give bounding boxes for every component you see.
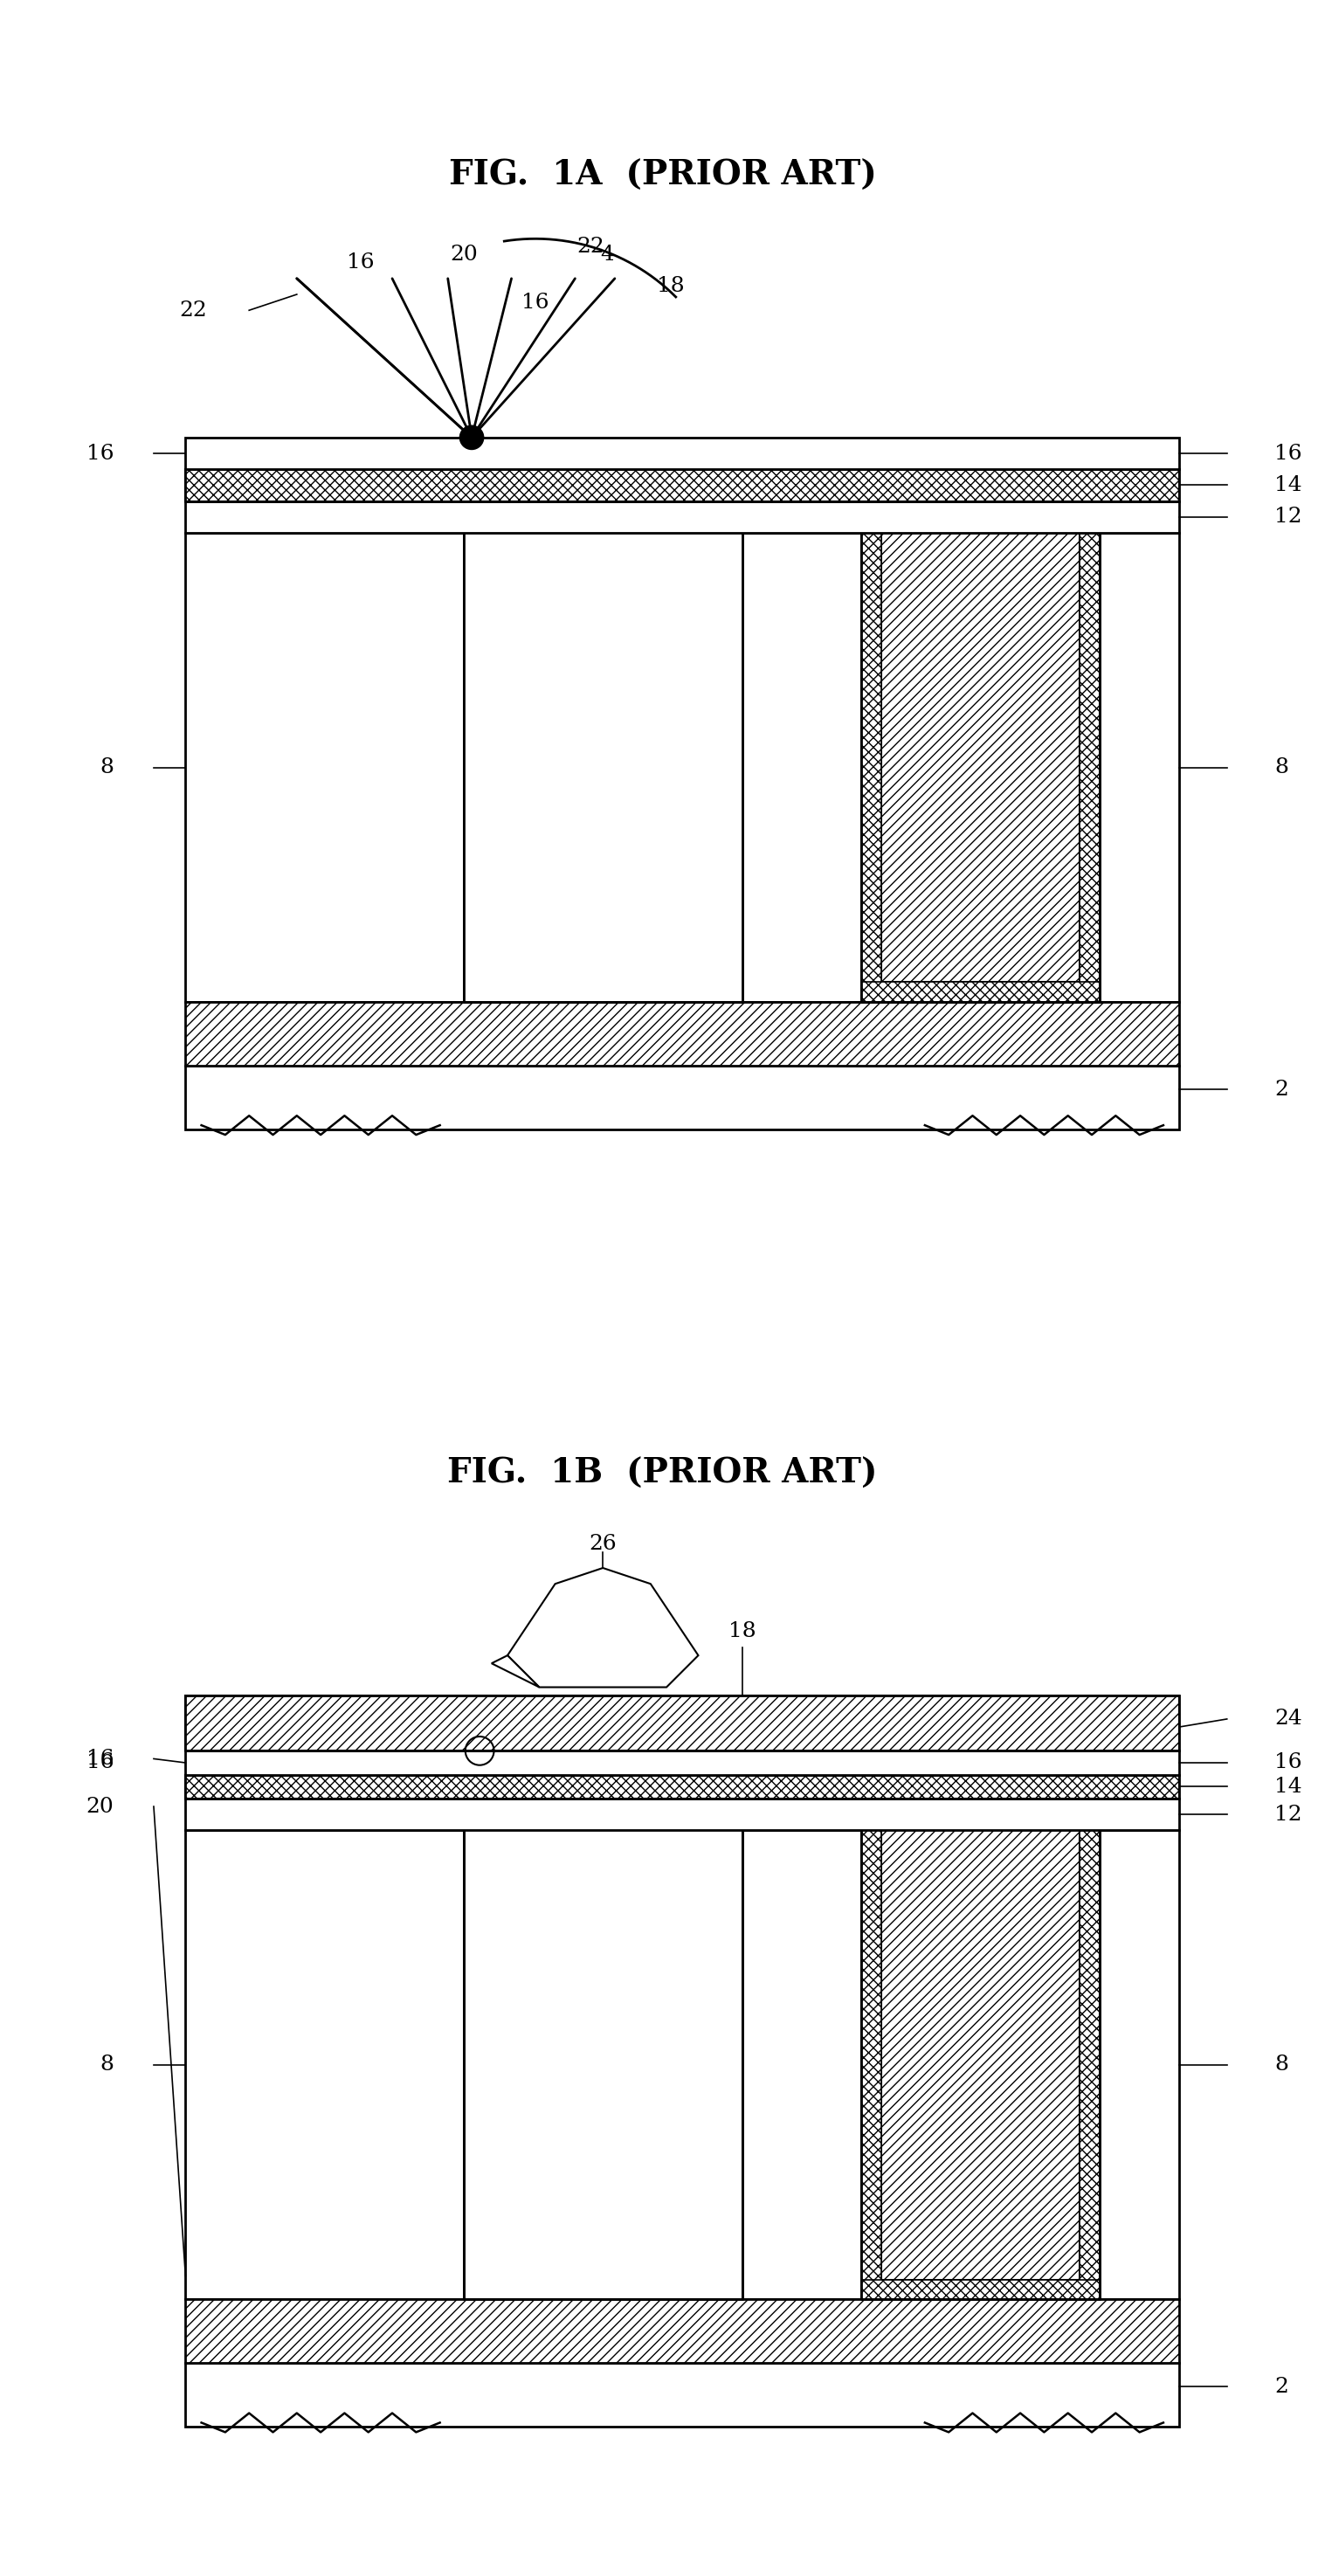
Text: 22: 22 (578, 237, 604, 258)
Text: 18: 18 (729, 1620, 755, 1641)
Bar (186, 1775, 1179, 1798)
Bar (186, 1798, 1179, 1832)
Text: 2: 2 (1275, 1079, 1288, 1100)
Bar (1100, 1832, 1179, 2300)
Text: 20: 20 (451, 245, 477, 265)
Text: 16: 16 (86, 443, 114, 464)
Text: 8: 8 (101, 757, 114, 778)
Text: FIG.  1A  (PRIOR ART): FIG. 1A (PRIOR ART) (449, 160, 876, 193)
Bar (186, 2300, 1179, 2362)
Text: 8: 8 (101, 2056, 114, 2074)
Bar (742, 1832, 861, 2300)
Bar (186, 469, 1179, 502)
Text: 2: 2 (1275, 2378, 1288, 2396)
Text: 8: 8 (1275, 757, 1288, 778)
Text: 12: 12 (1275, 1803, 1302, 1824)
Bar (861, 533, 881, 1002)
Polygon shape (507, 1569, 698, 1687)
Bar (186, 533, 464, 1002)
Text: 16: 16 (86, 1749, 114, 1770)
Text: FIG.  1B  (PRIOR ART): FIG. 1B (PRIOR ART) (448, 1455, 877, 1489)
Text: 22: 22 (180, 301, 207, 319)
Bar (186, 1695, 1179, 1752)
Bar (186, 502, 1179, 533)
Bar (861, 2280, 1100, 2300)
Bar (861, 981, 1100, 1002)
Bar (186, 1752, 1179, 1775)
Text: 14: 14 (1275, 1777, 1302, 1795)
Bar (186, 438, 1179, 469)
Bar (186, 1066, 1179, 1128)
Bar (1100, 533, 1179, 1002)
Text: 24: 24 (1275, 1708, 1302, 1728)
Text: 16: 16 (347, 252, 374, 273)
Text: 20: 20 (86, 1795, 114, 1816)
Bar (186, 1002, 1179, 1066)
Text: 16: 16 (1275, 443, 1302, 464)
Bar (186, 1775, 1179, 1798)
Bar (186, 1832, 464, 2300)
Text: 26: 26 (590, 1535, 616, 1553)
Bar (1080, 1832, 1100, 2300)
Text: 18: 18 (657, 276, 684, 296)
Polygon shape (492, 1656, 539, 1687)
Bar (881, 533, 1080, 981)
Bar (464, 533, 742, 1002)
Bar (742, 533, 861, 1002)
Text: 16: 16 (522, 291, 549, 312)
Circle shape (460, 425, 484, 448)
Bar (1080, 533, 1100, 1002)
Text: 8: 8 (1275, 2056, 1288, 2074)
Bar (186, 2362, 1179, 2427)
Text: 14: 14 (1275, 474, 1302, 495)
Text: 16: 16 (1275, 1752, 1302, 1772)
Bar (861, 1832, 881, 2300)
Bar (186, 469, 1179, 502)
Text: 16: 16 (86, 1752, 114, 1772)
Bar (881, 1832, 1080, 2280)
Text: 4: 4 (600, 245, 613, 265)
Text: 12: 12 (1275, 507, 1302, 528)
Bar (186, 1695, 1179, 1752)
